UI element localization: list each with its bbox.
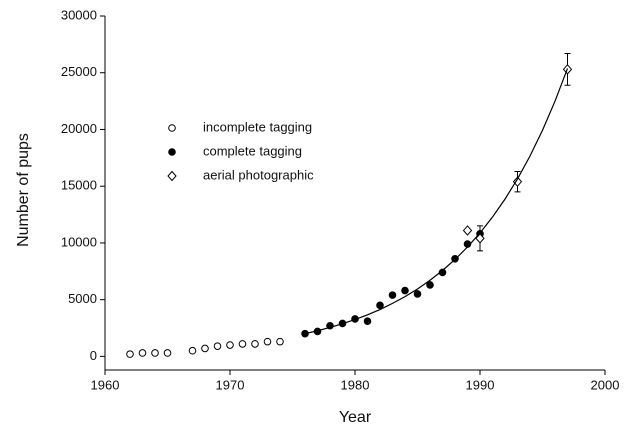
diamond-marker xyxy=(167,170,177,182)
diamond-marker xyxy=(475,233,485,244)
open-marker xyxy=(251,340,259,348)
x-tick-label: 1970 xyxy=(216,377,245,392)
x-axis-title: Year xyxy=(339,409,372,426)
legend-label: complete tagging xyxy=(203,143,302,158)
open-marker xyxy=(126,350,134,358)
open-marker xyxy=(213,342,222,350)
legend-label: incomplete tagging xyxy=(203,119,312,134)
filled-marker xyxy=(376,301,384,310)
x-tick-label: 1990 xyxy=(466,377,495,392)
y-tick-label: 20000 xyxy=(61,121,97,136)
x-tick-label: 1980 xyxy=(341,377,370,392)
y-tick-label: 5000 xyxy=(68,291,97,306)
diamond-marker xyxy=(512,176,523,187)
open-marker xyxy=(151,349,159,357)
open-marker xyxy=(263,337,272,346)
y-axis-title: Number of pups xyxy=(15,133,32,247)
filled-marker xyxy=(168,148,176,156)
open-marker xyxy=(201,344,209,353)
filled-marker xyxy=(363,317,372,326)
y-tick-label: 25000 xyxy=(61,64,97,79)
fit-curve xyxy=(304,68,569,335)
filled-marker xyxy=(388,291,397,299)
y-tick-label: 10000 xyxy=(61,234,97,249)
open-marker xyxy=(276,337,284,346)
y-tick-label: 15000 xyxy=(61,178,97,193)
open-marker xyxy=(188,346,197,355)
y-tick-label: 0 xyxy=(90,348,97,363)
x-tick-label: 2000 xyxy=(591,377,620,392)
open-marker xyxy=(168,124,176,132)
open-marker xyxy=(238,340,247,348)
filled-marker xyxy=(401,286,409,295)
x-tick-label: 1960 xyxy=(91,377,120,392)
legend-label: aerial photographic xyxy=(203,167,314,182)
filled-marker xyxy=(413,290,422,298)
diamond-marker xyxy=(462,225,473,236)
open-marker xyxy=(163,349,172,357)
filled-marker xyxy=(426,281,434,289)
y-tick-label: 30000 xyxy=(61,7,97,22)
open-marker xyxy=(138,349,147,357)
open-marker xyxy=(226,341,234,349)
